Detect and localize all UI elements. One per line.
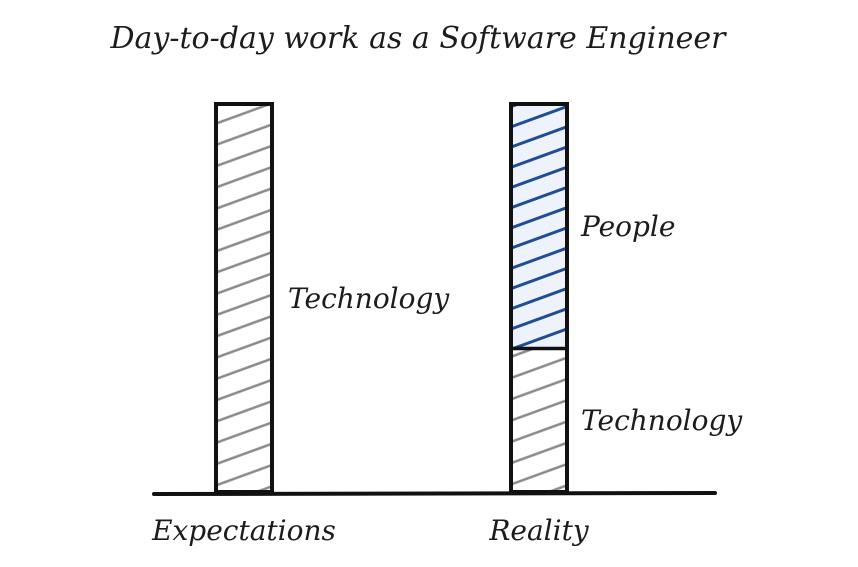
bar-reality-people bbox=[511, 104, 567, 349]
category-label-expectations: Expectations bbox=[151, 514, 336, 547]
bar-expectations-technology bbox=[216, 104, 272, 492]
category-label-reality: Reality bbox=[488, 514, 590, 547]
segment-label-reality-people: People bbox=[580, 210, 675, 243]
bars-layer bbox=[214, 102, 569, 494]
chart-title: Day-to-day work as a Software Engineer bbox=[109, 21, 727, 56]
baseline-axis bbox=[152, 491, 717, 496]
segment-label-expectations-technology: Technology bbox=[288, 282, 450, 315]
labels-layer: Technology Expectations Technology People Re… bbox=[151, 210, 743, 547]
bar-reality-technology bbox=[511, 348, 567, 492]
segment-label-reality-technology: Technology bbox=[581, 404, 743, 437]
